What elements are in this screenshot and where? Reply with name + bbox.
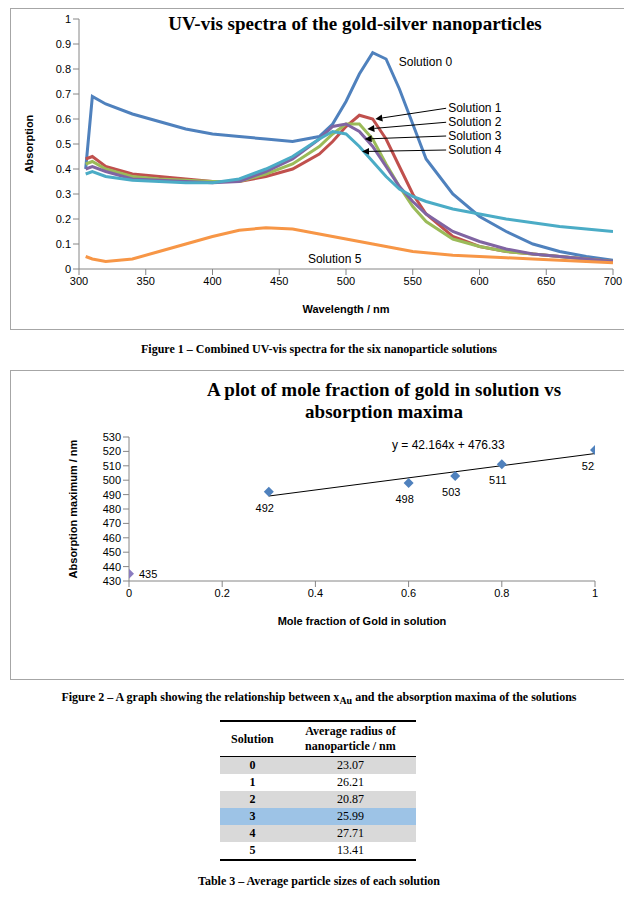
svg-text:0.8: 0.8	[494, 587, 509, 599]
html-text:UV-vis spectra of the gold-sil: UV-vis spectra of the gold-silver nanopa…	[168, 13, 542, 34]
html-text:3: 3	[249, 809, 256, 823]
svg-text:510: 510	[103, 460, 121, 472]
svg-text:520: 520	[103, 445, 121, 457]
html-text:2: 2	[249, 792, 256, 806]
html-text:13.41: 13.41	[336, 843, 364, 857]
svg-text:1: 1	[592, 587, 598, 599]
html-text:26.21: 26.21	[336, 775, 364, 789]
svg-text:Solution 0: Solution 0	[399, 55, 453, 69]
svg-text:440: 440	[103, 561, 121, 573]
svg-text:650: 650	[537, 275, 555, 287]
svg-text:Solution 1: Solution 1	[448, 101, 502, 115]
html-text:Figure 1 – Combined UV-vis spe: Figure 1 – Combined UV-vis spectra for t…	[141, 342, 497, 356]
svg-text:430: 430	[103, 575, 121, 587]
svg-text:700: 700	[604, 275, 622, 287]
html-text:25.99: 25.99	[336, 809, 364, 823]
svg-text:Solution 3: Solution 3	[448, 129, 502, 143]
svg-text:0.4: 0.4	[56, 163, 71, 175]
svg-text:0.5: 0.5	[56, 138, 71, 150]
svg-text:Solution 2: Solution 2	[448, 115, 502, 129]
svg-text:500: 500	[103, 474, 121, 486]
svg-text:0.1: 0.1	[56, 238, 71, 250]
html-text:27.71: 27.71	[336, 826, 364, 840]
html-text:1: 1	[249, 775, 256, 789]
svg-text:460: 460	[103, 532, 121, 544]
svg-text:492: 492	[256, 502, 274, 514]
html-text:4: 4	[249, 826, 256, 840]
svg-text:0: 0	[65, 263, 71, 275]
html-text:20.87: 20.87	[336, 792, 364, 806]
svg-text:600: 600	[470, 275, 488, 287]
svg-text:470: 470	[103, 517, 121, 529]
html-text:5: 5	[249, 843, 256, 857]
svg-text:500: 500	[337, 275, 355, 287]
svg-text:0.6: 0.6	[56, 113, 71, 125]
html-text:Solution: Solution	[231, 731, 274, 746]
svg-text:0.2: 0.2	[215, 587, 230, 599]
html-text:Figure 2 – A graph showing the: Figure 2 – A graph showing the relations…	[61, 690, 577, 707]
svg-text:498: 498	[395, 493, 413, 505]
html-text:0: 0	[249, 758, 256, 772]
html-text:A plot of mole fraction of gol: A plot of mole fraction of gold in solut…	[206, 379, 562, 422]
html-text:23.07: 23.07	[336, 758, 364, 772]
svg-text:0.4: 0.4	[308, 587, 323, 599]
svg-text:Solution 4: Solution 4	[448, 143, 502, 157]
svg-text:480: 480	[103, 503, 121, 515]
svg-text:y = 42.164x + 476.33: y = 42.164x + 476.33	[392, 438, 505, 452]
svg-text:530: 530	[103, 431, 121, 443]
svg-text:503: 503	[442, 486, 460, 498]
svg-text:0.2: 0.2	[56, 213, 71, 225]
svg-text:350: 350	[137, 275, 155, 287]
svg-text:490: 490	[103, 489, 121, 501]
svg-text:0.7: 0.7	[56, 88, 71, 100]
svg-text:521: 521	[582, 460, 595, 472]
svg-text:1: 1	[65, 13, 71, 25]
svg-text:0.8: 0.8	[56, 63, 71, 75]
svg-text:435: 435	[139, 568, 157, 580]
svg-text:450: 450	[103, 546, 121, 558]
svg-text:Absorption: Absorption	[23, 114, 35, 173]
html-text:Table 3 – Average particle siz: Table 3 – Average particle sizes of each…	[198, 874, 440, 888]
svg-text:0.6: 0.6	[401, 587, 416, 599]
svg-text:511: 511	[489, 474, 507, 486]
svg-text:300: 300	[70, 275, 88, 287]
svg-text:Mole fraction of Gold in solut: Mole fraction of Gold in solution	[278, 615, 447, 627]
svg-text:0: 0	[126, 587, 132, 599]
svg-text:Wavelength / nm: Wavelength / nm	[303, 303, 390, 315]
svg-text:Absorption maximum / nm: Absorption maximum / nm	[67, 439, 79, 578]
svg-text:0.9: 0.9	[56, 38, 71, 50]
html-text:Average radius of nanoparticle: Average radius of nanoparticle / nm	[305, 724, 396, 753]
svg-text:450: 450	[270, 275, 288, 287]
svg-text:0.3: 0.3	[56, 188, 71, 200]
svg-text:550: 550	[404, 275, 422, 287]
svg-text:400: 400	[203, 275, 221, 287]
svg-text:Solution 5: Solution 5	[308, 252, 362, 266]
